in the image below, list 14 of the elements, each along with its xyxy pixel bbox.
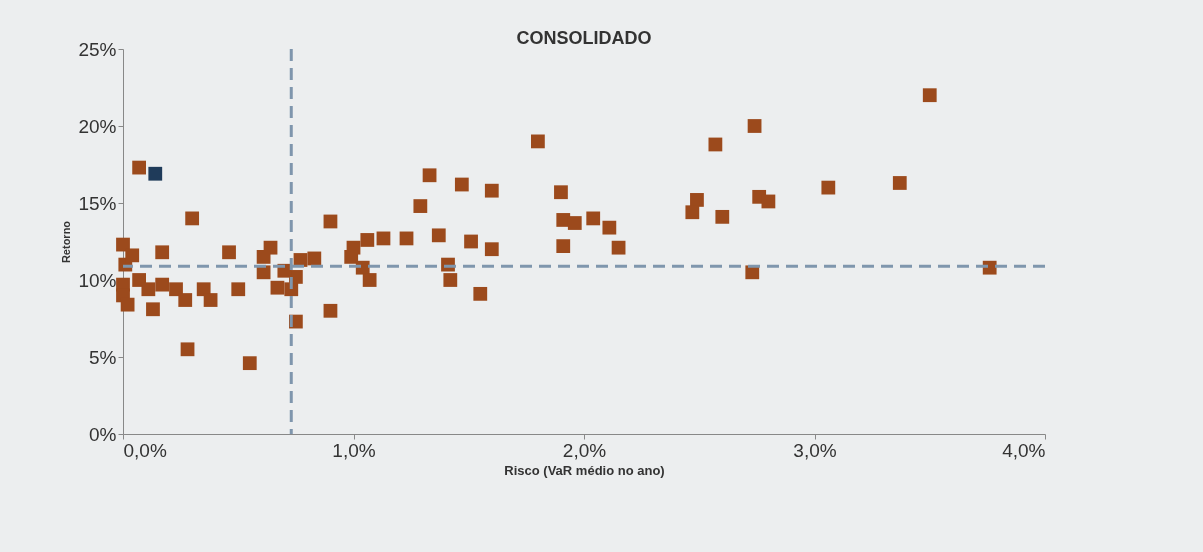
y-tick-label: 25% xyxy=(78,38,117,60)
y-tick-label: 0% xyxy=(89,423,117,445)
chart-title: CONSOLIDADO xyxy=(516,28,652,48)
y-tick-label: 10% xyxy=(78,269,117,291)
x-axis-title: Risco (VaR médio no ano) xyxy=(504,462,665,478)
x-tick-label: 3,0% xyxy=(793,439,837,461)
y-axis-title: Retorno xyxy=(60,220,73,264)
x-tick-label: 2,0% xyxy=(562,439,607,461)
y-tick-label: 5% xyxy=(89,346,117,368)
x-tick-label: 0,0% xyxy=(123,439,167,461)
y-tick-label: 15% xyxy=(78,192,117,214)
x-tick-label: 1,0% xyxy=(332,439,376,461)
x-tick-label: 4,0% xyxy=(1002,439,1046,461)
y-tick-label: 20% xyxy=(78,115,117,137)
